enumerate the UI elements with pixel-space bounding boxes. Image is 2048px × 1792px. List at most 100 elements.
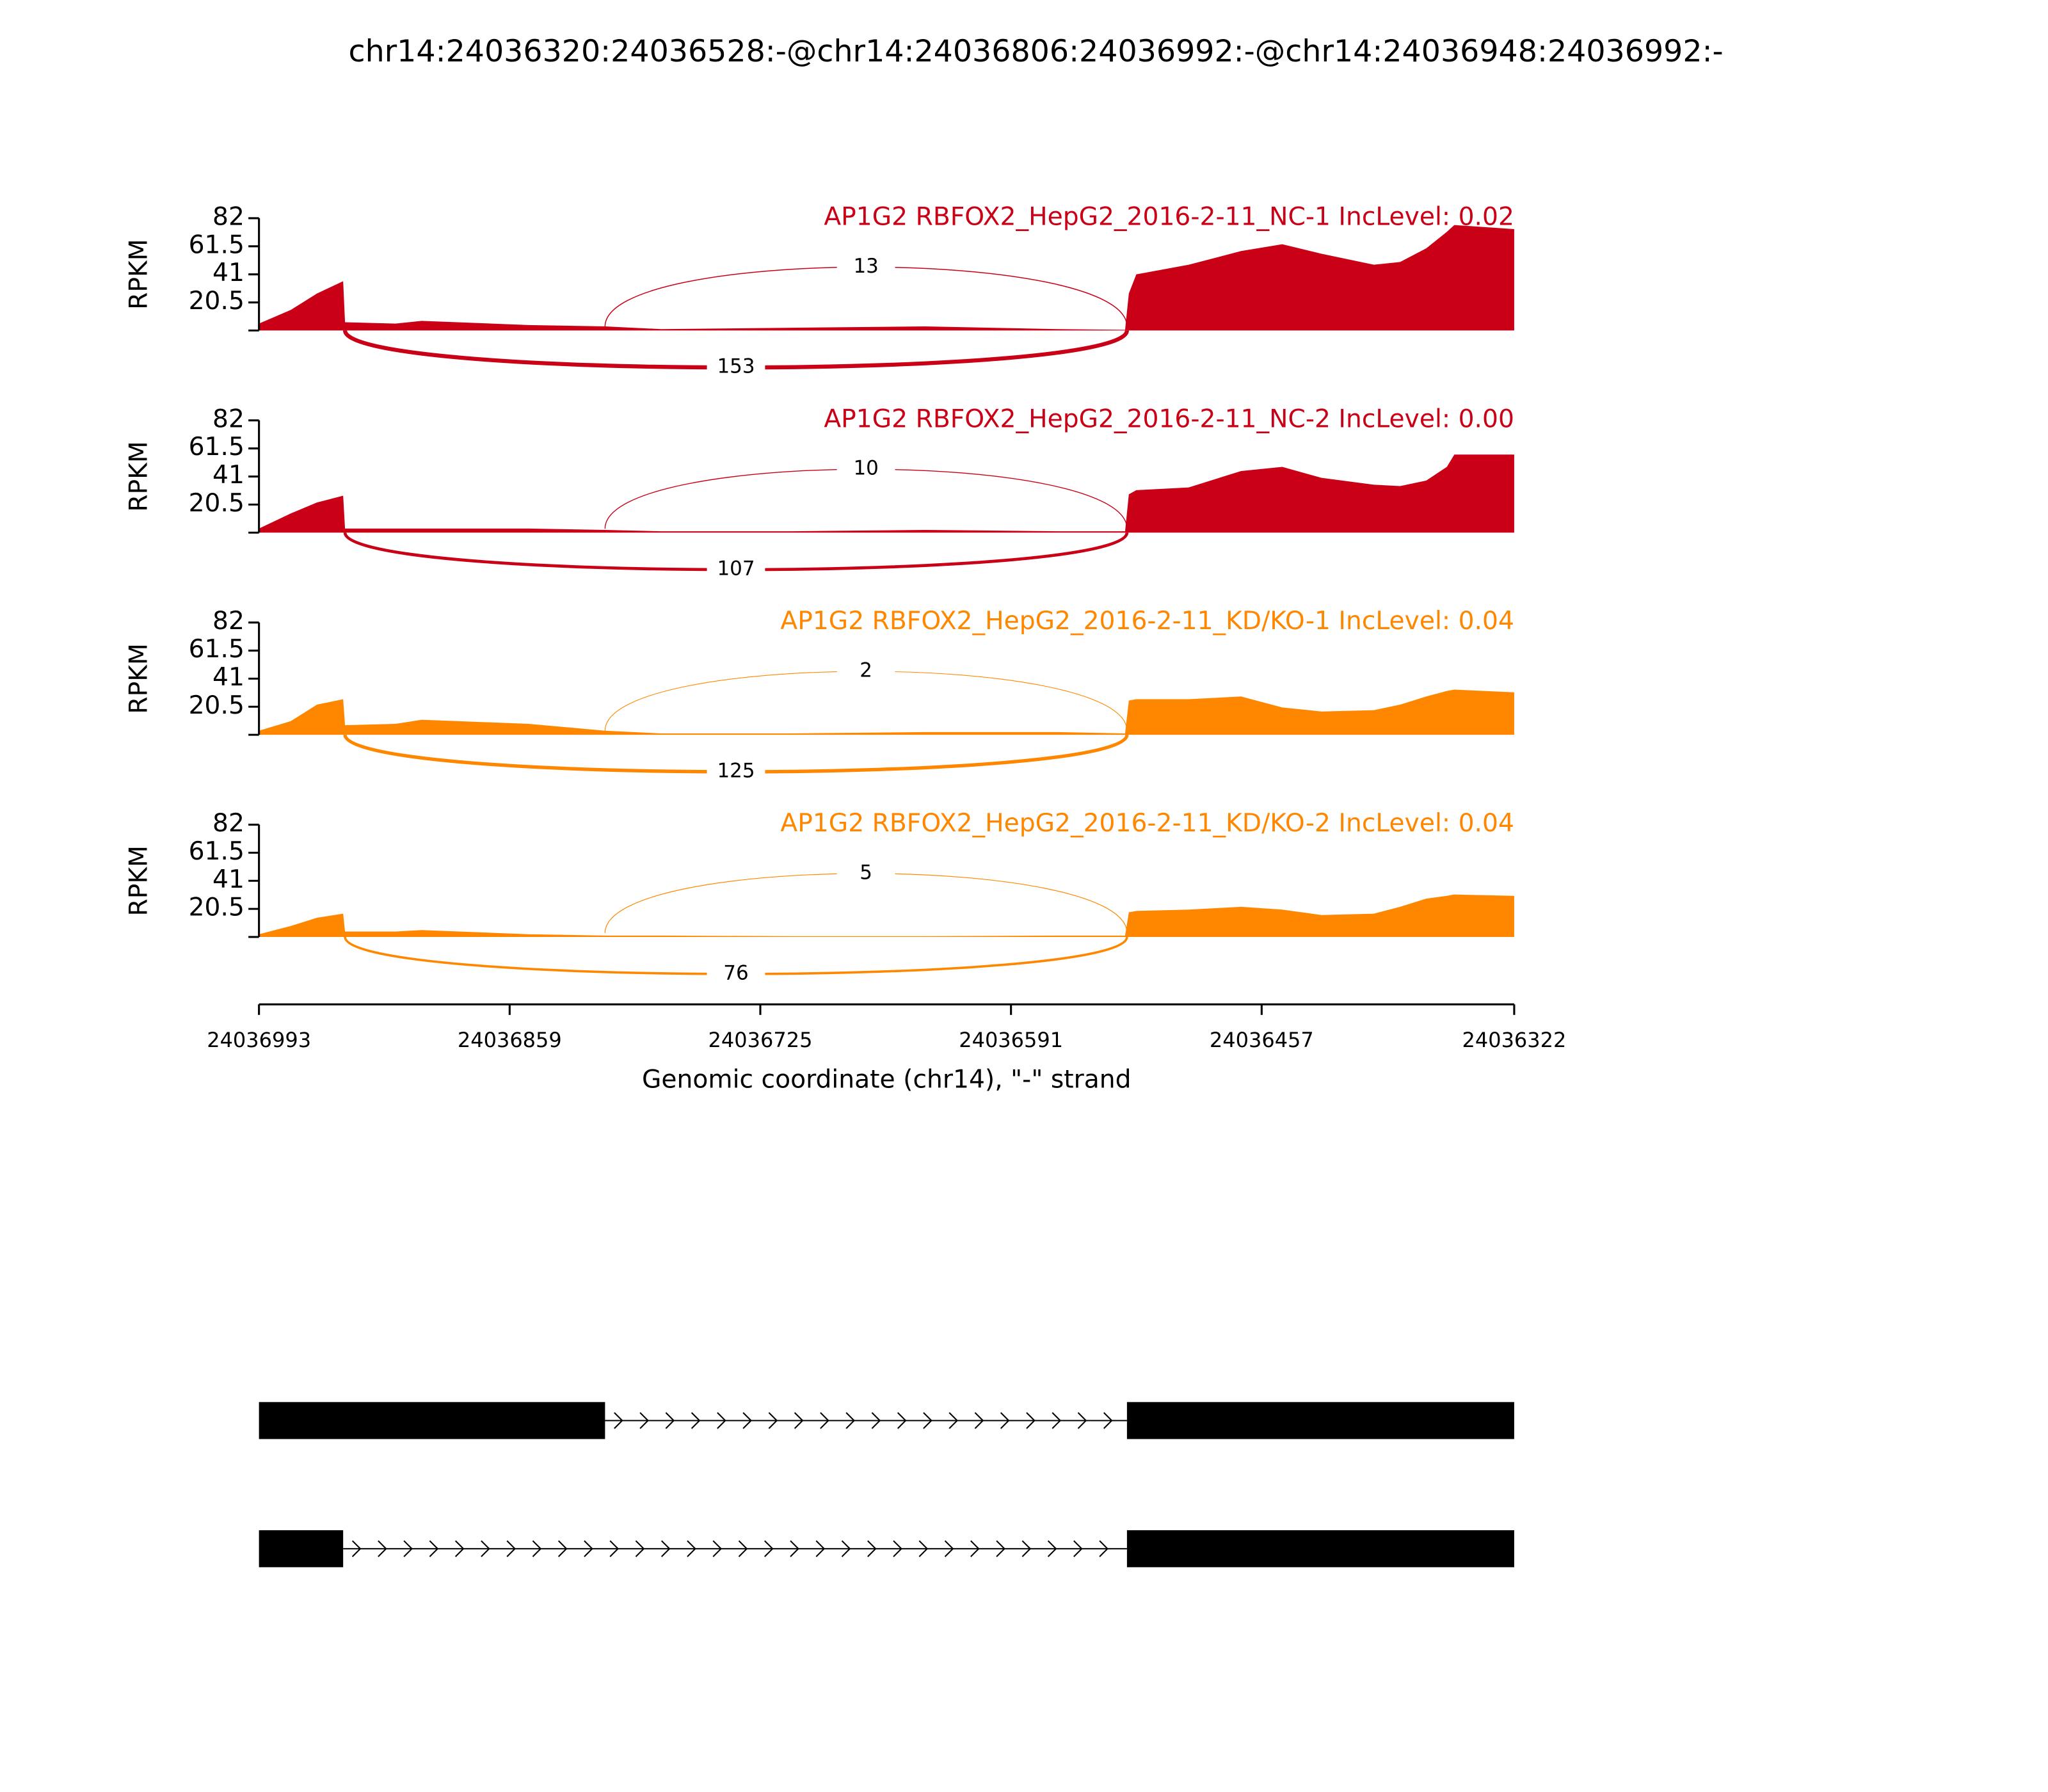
y-axis-label: RPKM <box>124 845 153 916</box>
strand-chevron <box>897 1412 907 1429</box>
y-axis-label: RPKM <box>124 239 153 309</box>
strand-chevron <box>738 1540 748 1557</box>
panel-title: AP1G2 RBFOX2_HepG2_2016-2-11_KD/KO-1 Inc… <box>780 607 1514 636</box>
exon <box>1126 1530 1514 1567</box>
panel-title: AP1G2 RBFOX2_HepG2_2016-2-11_KD/KO-2 Inc… <box>780 809 1514 838</box>
y-tick-label: 82 <box>212 607 244 636</box>
junction-count: 2 <box>860 659 872 682</box>
strand-chevron <box>717 1412 726 1429</box>
x-axis-label: Genomic coordinate (chr14), "-" strand <box>642 1066 1132 1094</box>
y-tick-label: 61.5 <box>189 433 244 461</box>
strand-chevron <box>609 1540 620 1557</box>
x-tick-label: 24036859 <box>458 1028 562 1052</box>
strand-chevron <box>794 1412 804 1429</box>
y-axis-label: RPKM <box>124 643 153 714</box>
y-tick-label: 82 <box>212 809 244 838</box>
junction-count: 153 <box>717 355 755 378</box>
strand-chevron <box>403 1540 413 1557</box>
strand-chevron <box>1021 1540 1032 1557</box>
strand-chevron <box>1047 1540 1057 1557</box>
strand-chevron <box>660 1540 671 1557</box>
strand-chevron <box>1073 1540 1083 1557</box>
strand-chevron <box>665 1412 675 1429</box>
strand-chevron <box>944 1540 954 1557</box>
y-tick-label: 61.5 <box>189 837 244 866</box>
strand-chevron <box>867 1540 877 1557</box>
strand-chevron <box>351 1540 362 1557</box>
strand-chevron <box>923 1412 932 1429</box>
y-tick-label: 41 <box>212 259 244 287</box>
strand-chevron <box>845 1412 856 1429</box>
panel-title: AP1G2 RBFOX2_HepG2_2016-2-11_NC-1 IncLev… <box>824 202 1514 231</box>
coverage-area <box>259 454 1514 533</box>
strand-chevron <box>1052 1412 1062 1429</box>
y-tick-label: 82 <box>212 404 244 433</box>
strand-chevron <box>481 1540 490 1557</box>
coverage-area <box>259 894 1514 937</box>
strand-chevron <box>790 1540 799 1557</box>
strand-chevron <box>768 1412 778 1429</box>
y-tick-label: 61.5 <box>189 635 244 664</box>
strand-chevron <box>996 1540 1005 1557</box>
exon <box>259 1530 344 1567</box>
strand-chevron <box>970 1540 980 1557</box>
y-tick-label: 20.5 <box>189 893 244 922</box>
junction-label-bg <box>836 255 895 279</box>
strand-chevron <box>635 1540 645 1557</box>
chart-title: chr14:24036320:24036528:-@chr14:24036806… <box>348 34 1723 69</box>
x-tick-label: 24036322 <box>1462 1028 1566 1052</box>
strand-chevron <box>1077 1412 1087 1429</box>
strand-chevron <box>429 1540 439 1557</box>
strand-chevron <box>948 1412 959 1429</box>
strand-chevron <box>614 1412 623 1429</box>
strand-chevron <box>1000 1412 1010 1429</box>
strand-chevron <box>764 1540 774 1557</box>
strand-chevron <box>742 1412 752 1429</box>
y-tick-label: 41 <box>212 663 244 692</box>
strand-chevron <box>1026 1412 1036 1429</box>
strand-chevron <box>454 1540 465 1557</box>
coverage-area <box>259 225 1514 331</box>
panel-title: AP1G2 RBFOX2_HepG2_2016-2-11_NC-2 IncLev… <box>824 404 1514 433</box>
x-tick-label: 24036457 <box>1210 1028 1314 1052</box>
junction-count: 5 <box>860 861 872 884</box>
strand-chevron <box>815 1540 826 1557</box>
junction-count: 107 <box>717 557 755 580</box>
y-tick-label: 20.5 <box>189 287 244 316</box>
y-tick-label: 20.5 <box>189 691 244 720</box>
exon <box>1126 1402 1514 1439</box>
strand-chevron <box>584 1540 593 1557</box>
strand-chevron <box>974 1412 984 1429</box>
y-tick-label: 82 <box>212 202 244 231</box>
junction-label-bg <box>707 962 765 986</box>
strand-chevron <box>893 1540 902 1557</box>
x-tick-label: 24036591 <box>959 1028 1063 1052</box>
junction-label-bg <box>707 557 765 582</box>
junction-label-bg <box>707 355 765 380</box>
strand-chevron <box>871 1412 881 1429</box>
strand-chevron <box>841 1540 851 1557</box>
x-tick-label: 24036993 <box>207 1028 311 1052</box>
strand-chevron <box>557 1540 568 1557</box>
y-tick-label: 20.5 <box>189 489 244 518</box>
exon <box>259 1402 605 1439</box>
strand-chevron <box>532 1540 542 1557</box>
y-tick-label: 61.5 <box>189 230 244 259</box>
strand-chevron <box>820 1412 829 1429</box>
coverage-area <box>259 689 1514 735</box>
junction-count: 13 <box>853 255 878 278</box>
strand-chevron <box>1103 1412 1113 1429</box>
strand-chevron <box>1099 1540 1108 1557</box>
junction-count: 125 <box>717 759 755 782</box>
strand-chevron <box>691 1412 701 1429</box>
junction-label-bg <box>836 861 895 886</box>
junction-label-bg <box>836 659 895 684</box>
strand-chevron <box>378 1540 387 1557</box>
strand-chevron <box>918 1540 929 1557</box>
junction-count: 10 <box>853 457 878 480</box>
junction-count: 76 <box>723 961 748 984</box>
x-tick-label: 24036725 <box>708 1028 813 1052</box>
